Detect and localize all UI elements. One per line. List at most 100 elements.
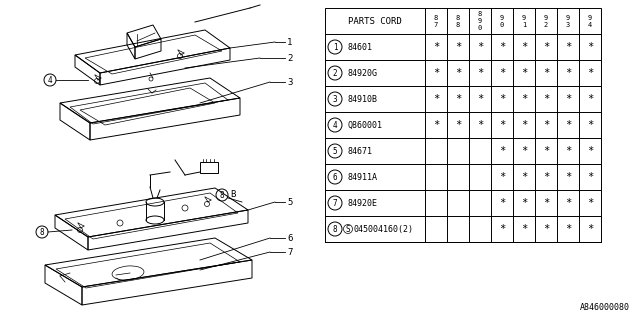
Text: *: *	[455, 42, 461, 52]
Text: *: *	[587, 172, 593, 182]
Text: 7: 7	[333, 198, 337, 207]
Text: 9: 9	[566, 14, 570, 20]
Text: 1: 1	[333, 43, 337, 52]
Text: *: *	[521, 146, 527, 156]
Text: 4: 4	[588, 21, 592, 28]
Text: *: *	[433, 94, 439, 104]
Text: *: *	[499, 120, 505, 130]
Bar	[200, 162, 218, 173]
Text: *: *	[499, 198, 505, 208]
Text: *: *	[521, 68, 527, 78]
Text: *: *	[565, 146, 571, 156]
Text: *: *	[587, 224, 593, 234]
Text: 7: 7	[287, 247, 292, 257]
Text: *: *	[499, 146, 505, 156]
Text: 5: 5	[287, 197, 292, 206]
Text: *: *	[521, 42, 527, 52]
Text: 2: 2	[287, 53, 292, 62]
Text: 3: 3	[566, 21, 570, 28]
Text: 4: 4	[333, 121, 337, 130]
Text: *: *	[565, 68, 571, 78]
Text: *: *	[565, 120, 571, 130]
Text: 6: 6	[333, 172, 337, 181]
Text: *: *	[565, 172, 571, 182]
Text: B: B	[230, 189, 236, 198]
Text: 3: 3	[287, 77, 292, 86]
Text: *: *	[477, 120, 483, 130]
Text: 84910B: 84910B	[347, 94, 377, 103]
Text: 8: 8	[434, 14, 438, 20]
Text: *: *	[587, 42, 593, 52]
Text: *: *	[455, 68, 461, 78]
Text: *: *	[433, 42, 439, 52]
Text: *: *	[543, 42, 549, 52]
Text: *: *	[521, 198, 527, 208]
Text: Q860001: Q860001	[347, 121, 382, 130]
Text: *: *	[477, 68, 483, 78]
Text: *: *	[587, 94, 593, 104]
Text: *: *	[543, 172, 549, 182]
Text: *: *	[543, 224, 549, 234]
Text: 9: 9	[588, 14, 592, 20]
Text: *: *	[565, 42, 571, 52]
Text: *: *	[521, 224, 527, 234]
Text: 8: 8	[333, 225, 337, 234]
Text: 045004160(2): 045004160(2)	[353, 225, 413, 234]
Text: *: *	[433, 68, 439, 78]
Text: 84671: 84671	[347, 147, 372, 156]
Bar	[325, 8, 601, 242]
Text: 4: 4	[48, 76, 52, 84]
Text: 7: 7	[434, 21, 438, 28]
Text: *: *	[499, 42, 505, 52]
Text: *: *	[543, 146, 549, 156]
Text: 0: 0	[478, 25, 482, 31]
Text: *: *	[521, 94, 527, 104]
Text: *: *	[543, 68, 549, 78]
Text: 8: 8	[456, 14, 460, 20]
Text: 84920E: 84920E	[347, 198, 377, 207]
Text: 2: 2	[333, 68, 337, 77]
Text: *: *	[455, 94, 461, 104]
Text: *: *	[521, 120, 527, 130]
Text: 6: 6	[287, 234, 292, 243]
Text: 0: 0	[500, 21, 504, 28]
Text: *: *	[477, 42, 483, 52]
Text: S: S	[346, 225, 350, 234]
Text: *: *	[543, 120, 549, 130]
Text: 8: 8	[220, 190, 224, 199]
Text: *: *	[499, 94, 505, 104]
Text: *: *	[543, 198, 549, 208]
Text: *: *	[565, 224, 571, 234]
Text: *: *	[477, 94, 483, 104]
Text: *: *	[455, 120, 461, 130]
Text: 1: 1	[522, 21, 526, 28]
Text: 3: 3	[333, 94, 337, 103]
Text: *: *	[433, 120, 439, 130]
Text: *: *	[521, 172, 527, 182]
Text: *: *	[587, 68, 593, 78]
Text: 8: 8	[40, 228, 44, 236]
Text: *: *	[587, 120, 593, 130]
Text: 8: 8	[456, 21, 460, 28]
Text: 9: 9	[478, 18, 482, 24]
Text: *: *	[565, 198, 571, 208]
Text: 8: 8	[478, 11, 482, 17]
Text: PARTS CORD: PARTS CORD	[348, 17, 402, 26]
Text: 9: 9	[522, 14, 526, 20]
Text: 5: 5	[333, 147, 337, 156]
Text: *: *	[499, 68, 505, 78]
Text: *: *	[565, 94, 571, 104]
Text: 1: 1	[287, 37, 292, 46]
Text: 2: 2	[544, 21, 548, 28]
Text: 84920G: 84920G	[347, 68, 377, 77]
Text: 9: 9	[500, 14, 504, 20]
Text: *: *	[587, 198, 593, 208]
Text: *: *	[499, 172, 505, 182]
Text: *: *	[499, 224, 505, 234]
Text: A846000080: A846000080	[580, 303, 630, 312]
Text: *: *	[543, 94, 549, 104]
Text: 84911A: 84911A	[347, 172, 377, 181]
Text: 9: 9	[544, 14, 548, 20]
Text: *: *	[587, 146, 593, 156]
Text: 84601: 84601	[347, 43, 372, 52]
